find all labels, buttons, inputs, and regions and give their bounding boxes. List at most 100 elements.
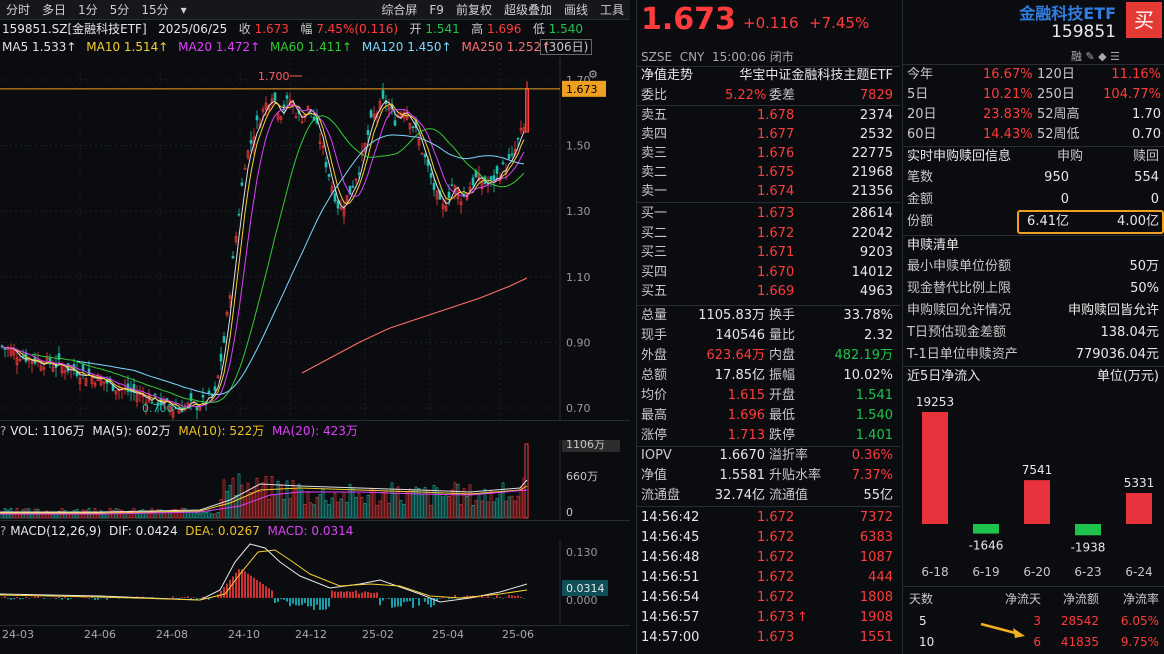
list-title: 申赎清单 [907,238,960,253]
weicha-value: 7829 [859,88,893,103]
summary-header: 天数 净流天 净流额 净流率 [909,592,1159,606]
netflow-value: 19253 [916,395,954,409]
fund-name: 金融科技ETF [1019,4,1116,23]
market-status: SZSE CNY 15:00:06 闭市 [641,50,794,64]
perf-row: 5日 10.21% 250日 104.77% [907,87,1161,102]
low-value: 1.540 [548,22,584,36]
buy-button[interactable]: 买 [1126,2,1162,38]
adjust-button[interactable]: 前复权 [455,2,492,17]
date-tick: 25-02 [362,628,394,641]
volume-chart: 1106万 660万 0 [0,440,620,520]
buy-level: 买三 1.671 9203 [641,245,893,260]
stat-row: 现手 140546 量比 2.32 [641,328,893,343]
fund-fullname: 华宝中证金融科技主题ETF [739,68,893,83]
buy-level: 买五 1.669 4963 [641,284,893,299]
netflow-title: 近5日净流入 [907,369,981,384]
open-value: 1.541 [425,22,460,36]
vol-tick: 1106万 [566,440,605,451]
netflow-bar [1126,492,1152,524]
fund-code: 159851 [1051,22,1116,42]
tick-row: 14:56:45 1.672 6383 [641,530,893,545]
tab-1min[interactable]: 1分 [78,2,98,17]
date-tick: 24-08 [156,628,188,641]
tools-button[interactable]: 工具 [599,2,624,17]
netflow-date: 6-19 [972,565,999,579]
perf-row: 20日 23.83% 52周高 1.70 [907,107,1161,122]
netflow-value: -1938 [1071,540,1106,554]
date-tick: 24-12 [295,628,327,641]
price-pct: +7.45% [809,14,870,32]
iopv-row: 净值 1.5581 升贴水率 7.37% [641,468,893,483]
date-tick: 25-04 [432,628,464,641]
price-tick: 0.70 [566,402,591,415]
period-selector[interactable]: (306日) [540,39,593,55]
trade-date: 2025/06/25 [158,22,228,36]
price-tick: 1.10 [566,271,591,284]
settings-icon[interactable]: ⚙ [588,68,598,81]
stat-row: 总量 1105.83万 换手 33.78% [641,308,893,323]
list-row: T日预估现金差额 138.04元 [907,325,1159,340]
list-row: 最小申赎单位份额 50万 [907,259,1159,274]
fund-icons[interactable]: 融 ✎ ◆ ☰ [1070,50,1120,63]
flow-row: 笔数 950 554 [907,170,1159,185]
tick-row: 14:56:48 1.672 1087 [641,550,893,565]
stat-row: 最高 1.696 最低 1.540 [641,408,893,423]
fund-panel: 金融科技ETF 159851 买 融 ✎ ◆ ☰ 今年 16.67% 120日 11.… [902,0,1164,654]
netflow-value: -1646 [969,539,1004,553]
sell-level: 卖一 1.674 21356 [641,184,893,199]
date-tick: 25-06 [502,628,534,641]
sell-level: 卖二 1.675 21968 [641,165,893,180]
buy-level: 买二 1.672 22042 [641,225,893,241]
perf-row: 60日 14.43% 52周低 0.70 [907,127,1161,142]
netflow-value: 5331 [1124,476,1155,490]
macd-tick: 0.000 [566,594,598,607]
summary-row: 10 6 41835 9.75% [919,635,1159,649]
netflow-unit: 单位(万元) [1096,369,1159,384]
date-tick: 24-06 [84,628,116,641]
price-info-bar: 159851.SZ[金融科技ETF] 2025/06/25 收 1.673 幅 … [2,22,584,36]
tick-row: 14:57:00 1.673 1551 [641,630,893,645]
iopv-row: IOPV 1.6670 溢折率 0.36% [641,448,893,463]
sell-level: 卖五 1.678 2374 [641,108,893,123]
stat-row: 均价 1.615 开盘 1.541 [641,388,893,403]
perf-row: 今年 16.67% 120日 11.16% [907,67,1161,82]
tab-intraday[interactable]: 分时 [6,2,31,17]
overlay-button[interactable]: 超级叠加 [503,2,552,17]
iopv-row: 流通盘 32.74亿 流通值 55亿 [641,488,893,503]
tab-15min[interactable]: 15分 [141,2,169,17]
tab-multiday[interactable]: 多日 [42,2,67,17]
security-code: 159851.SZ[金融科技ETF] [2,22,147,36]
tick-row: 14:56:51 1.672 444 [641,570,893,585]
arrow-icon [980,622,1025,638]
tab-5min[interactable]: 5分 [109,2,130,17]
last-price: 1.673 [641,2,736,37]
highlight-box [1017,210,1164,234]
macd-tick: 0.130 [566,546,598,559]
list-row: 现金替代比例上限 50% [907,281,1159,296]
buy-level: 买一 1.673 28614 [641,206,893,221]
ma20-label: MA20 1.472↑ [178,40,261,54]
tick-row: 14:56:54 1.672 1808 [641,590,893,605]
change-value: 7.45%(0.116) [316,22,399,36]
ma5-label: MA5 1.533↑ [2,40,77,54]
price-tick: 0.90 [566,336,591,349]
date-tick: 24-03 [2,628,34,641]
f9-button[interactable]: F9 [429,2,444,17]
vol-title: VOL: 1106万 [10,424,85,438]
draw-button[interactable]: 画线 [563,2,588,17]
chevron-down-icon[interactable]: ▾ [180,2,187,17]
ma60-label: MA60 1.411↑ [270,40,353,54]
vol-tick: 660万 [566,470,598,483]
weibi-value: 5.22% [725,88,767,103]
stat-row: 外盘 623.64万 内盘 482.19万 [641,348,893,363]
ma120-label: MA120 1.450↑ [361,40,452,54]
composite-screen-button[interactable]: 综合屏 [381,2,418,17]
ma250-label: MA250 1.252↑ [461,40,552,54]
list-row: T-1日单位申赎资产 779036.04元 [907,347,1159,362]
time-axis: 24-03 24-06 24-08 24-10 24-12 25-02 25-04 25-06 [0,625,630,654]
netflow-date: 6-18 [921,565,948,579]
netflow-date: 6-20 [1023,565,1050,579]
low-marker: 0.700 [142,402,174,415]
